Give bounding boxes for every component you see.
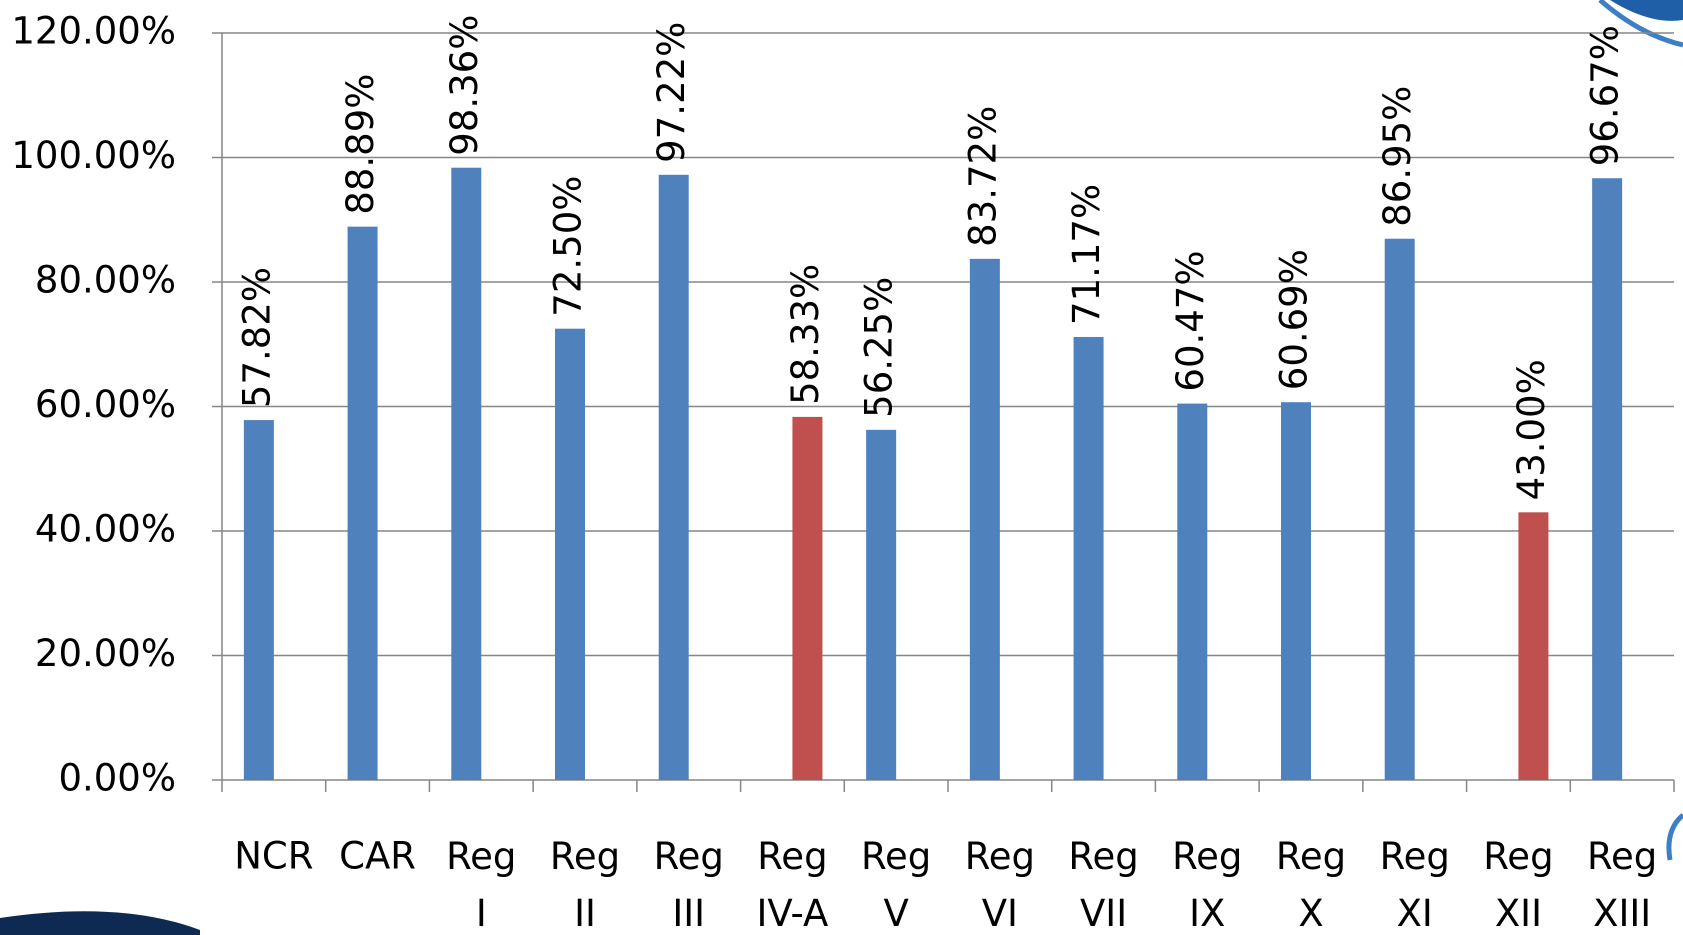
y-tick-label: 100.00%: [11, 134, 176, 177]
x-tick-label: Reg XII: [1483, 835, 1553, 935]
x-tick-label: NCR: [234, 835, 313, 878]
bar: [1073, 336, 1104, 780]
value-label: 72.50%: [547, 176, 590, 317]
y-tick-label: 60.00%: [35, 383, 176, 426]
value-label: 60.47%: [1169, 250, 1212, 391]
bar: [969, 258, 1000, 780]
bar: [451, 167, 482, 781]
bar: [1384, 238, 1415, 780]
x-tick-label: Reg X: [1276, 835, 1346, 935]
value-label: 97.22%: [650, 22, 693, 163]
x-tick-label: Reg III: [654, 835, 724, 935]
x-tick-label: Reg IX: [1172, 835, 1242, 935]
bar: [555, 328, 585, 780]
value-label: 57.82%: [235, 267, 278, 408]
bar: [347, 226, 378, 781]
bar: [1177, 403, 1208, 780]
y-tick-label: 0.00%: [58, 757, 176, 800]
bar: [1281, 402, 1311, 780]
value-label: 60.69%: [1273, 249, 1316, 390]
x-tick-label: Reg I: [446, 835, 516, 935]
x-tick-label: Reg V: [861, 835, 931, 935]
value-label: 98.36%: [443, 15, 486, 156]
y-tick-label: 40.00%: [35, 508, 176, 551]
value-label: 71.17%: [1065, 184, 1108, 325]
x-tick-label: Reg IV-A: [756, 835, 828, 935]
x-tick-label: Reg VI: [965, 835, 1035, 935]
x-tick-label: Reg II: [550, 835, 620, 935]
value-label: 43.00%: [1510, 359, 1553, 500]
value-label: 96.67%: [1584, 25, 1627, 166]
value-label: 83.72%: [961, 106, 1004, 247]
decoration: [0, 911, 200, 935]
bar: [1518, 512, 1549, 780]
x-tick-label: Reg VII: [1068, 835, 1138, 935]
decoration: [1666, 813, 1683, 861]
value-label: 86.95%: [1376, 86, 1419, 227]
bar: [792, 416, 823, 780]
x-tick-label: Reg XIII: [1587, 835, 1657, 935]
decoration: [1610, 0, 1683, 21]
y-tick-label: 120.00%: [11, 10, 176, 53]
decoration: [1598, 0, 1683, 48]
x-tick-label: CAR: [339, 835, 416, 878]
x-tick-label: Reg XI: [1380, 835, 1450, 935]
y-tick-label: 80.00%: [35, 259, 176, 302]
value-label: 58.33%: [784, 264, 827, 405]
value-label: 88.89%: [339, 74, 382, 215]
bar: [866, 429, 897, 780]
bar: [658, 174, 689, 781]
value-label: 56.25%: [858, 277, 901, 418]
bar: [243, 420, 274, 780]
y-tick-label: 20.00%: [35, 632, 176, 675]
bar: [1592, 178, 1623, 780]
